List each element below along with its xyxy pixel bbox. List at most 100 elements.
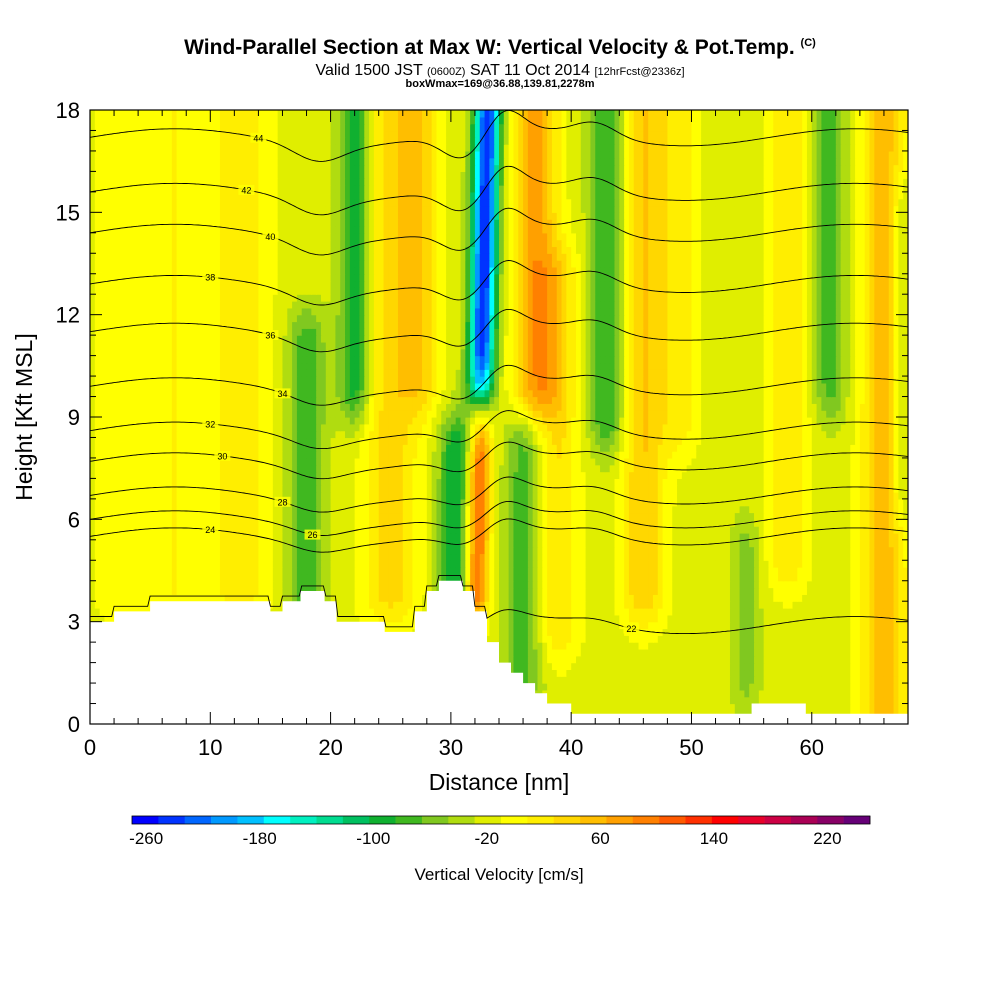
velocity-cell <box>835 587 842 595</box>
velocity-cell <box>686 567 693 575</box>
velocity-cell <box>831 587 837 595</box>
velocity-cell <box>191 567 197 575</box>
velocity-cell <box>672 526 678 534</box>
velocity-cell <box>138 553 144 561</box>
velocity-cell <box>590 689 596 698</box>
velocity-cell <box>696 601 702 609</box>
velocity-cell <box>513 601 519 609</box>
velocity-cell <box>648 532 654 541</box>
velocity-cell <box>614 628 620 636</box>
velocity-cell <box>638 669 644 677</box>
velocity-cell <box>537 580 543 589</box>
velocity-cell <box>470 560 476 568</box>
velocity-cell <box>691 573 697 582</box>
velocity-cell <box>604 601 611 609</box>
velocity-cell <box>773 587 779 595</box>
velocity-cell <box>739 669 745 677</box>
velocity-cell <box>710 635 717 643</box>
velocity-cell <box>758 567 765 575</box>
velocity-cell <box>320 567 327 575</box>
velocity-cell <box>494 580 500 589</box>
velocity-cell <box>359 546 365 555</box>
velocity-cell <box>797 594 803 602</box>
velocity-cell <box>782 601 789 609</box>
velocity-cell <box>893 689 899 698</box>
velocity-cell <box>758 546 765 555</box>
velocity-cell <box>638 608 644 616</box>
velocity-cell <box>422 567 428 575</box>
velocity-cell <box>263 567 269 575</box>
velocity-cell <box>547 526 553 534</box>
velocity-cell <box>388 608 394 616</box>
velocity-cell <box>354 539 361 548</box>
velocity-cell <box>888 594 895 602</box>
velocity-cell <box>729 608 736 616</box>
velocity-cell <box>523 601 529 609</box>
velocity-cell <box>383 539 389 548</box>
velocity-cell <box>662 621 669 630</box>
velocity-cell <box>393 567 399 575</box>
velocity-cell <box>460 580 466 589</box>
velocity-cell <box>705 689 712 698</box>
velocity-cell <box>311 573 317 582</box>
velocity-cell <box>806 648 813 657</box>
velocity-cell <box>855 683 861 691</box>
velocity-cell <box>643 587 649 595</box>
velocity-cell <box>710 573 717 582</box>
velocity-cell <box>648 580 654 589</box>
velocity-cell <box>195 594 202 602</box>
velocity-cell <box>123 539 130 548</box>
velocity-cell <box>888 669 895 677</box>
velocity-cell <box>696 580 702 589</box>
velocity-cell <box>883 594 890 602</box>
velocity-cell <box>258 587 264 595</box>
velocity-cell <box>758 669 765 677</box>
velocity-cell <box>580 676 587 684</box>
velocity-cell <box>778 642 784 650</box>
velocity-cell <box>840 635 847 643</box>
velocity-cell <box>441 567 447 575</box>
velocity-cell <box>681 580 688 589</box>
velocity-cell <box>580 587 587 595</box>
velocity-cell <box>133 532 139 541</box>
velocity-cell <box>219 532 226 541</box>
velocity-cell <box>874 594 880 602</box>
velocity-cell <box>657 532 664 541</box>
velocity-cell <box>191 553 197 561</box>
velocity-cell <box>773 608 779 616</box>
velocity-cell <box>243 539 250 548</box>
velocity-cell <box>571 648 577 657</box>
velocity-cell <box>720 567 726 575</box>
velocity-cell <box>826 703 832 711</box>
velocity-cell <box>672 642 678 650</box>
velocity-cell <box>758 539 765 548</box>
velocity-cell <box>253 594 260 602</box>
velocity-cell <box>749 539 755 548</box>
velocity-cell <box>633 689 640 698</box>
velocity-cell <box>580 703 587 711</box>
velocity-cell <box>272 573 279 582</box>
velocity-cell <box>551 526 558 534</box>
subtitle-mid: SAT 11 Oct 2014 <box>469 62 591 79</box>
velocity-cell <box>614 532 620 541</box>
velocity-cell <box>677 567 683 575</box>
velocity-cell <box>210 553 216 561</box>
velocity-cell <box>725 601 731 609</box>
velocity-cell <box>489 635 495 643</box>
velocity-cell <box>527 532 534 541</box>
velocity-cell <box>176 539 183 548</box>
velocity-cell <box>561 655 567 664</box>
velocity-cell <box>595 594 601 602</box>
velocity-cell <box>806 573 813 582</box>
velocity-cell <box>864 642 871 650</box>
velocity-cell <box>628 614 635 623</box>
velocity-cell <box>898 560 904 568</box>
velocity-cell <box>595 601 601 609</box>
velocity-cell <box>609 580 616 589</box>
velocity-cell <box>792 553 798 561</box>
velocity-cell <box>436 560 442 568</box>
velocity-cell <box>345 553 351 561</box>
velocity-cell <box>710 580 717 589</box>
velocity-cell <box>811 635 818 643</box>
velocity-cell <box>537 546 543 555</box>
